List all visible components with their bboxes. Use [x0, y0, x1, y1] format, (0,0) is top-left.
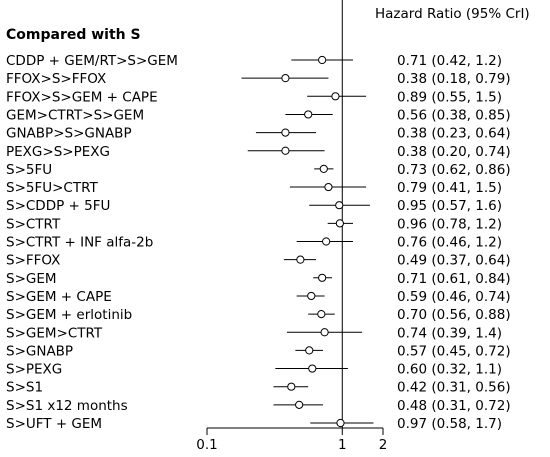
point-estimate-marker	[336, 418, 345, 428]
hr-value-label: 0.57 (0.45, 0.72)	[397, 343, 511, 359]
hr-value-label: 0.71 (0.42, 1.2)	[397, 53, 502, 69]
row-label: GEM>CTRT>S>GEM	[6, 107, 144, 123]
row-label: FFOX>S>GEM + CAPE	[6, 89, 158, 105]
point-estimate-marker	[331, 92, 340, 101]
hr-value-label: 0.60 (0.32, 1.1)	[397, 362, 502, 378]
row-label: GNABP>S>GNABP	[6, 126, 132, 142]
forest-row: S>5FU 0.73 (0.62, 0.86)	[6, 162, 511, 178]
forest-row: S>GEM + CAPE 0.59 (0.46, 0.74)	[6, 289, 511, 305]
forest-row: S>UFT + GEM 0.97 (0.58, 1.7)	[6, 416, 502, 432]
point-estimate-marker	[304, 110, 313, 119]
x-tick-label: 2	[379, 437, 388, 453]
point-estimate-marker	[322, 237, 331, 246]
hr-value-label: 0.59 (0.46, 0.74)	[397, 289, 511, 305]
row-label: S>S1	[6, 380, 43, 396]
point-estimate-marker	[324, 182, 333, 192]
row-label: S>GNABP	[6, 343, 73, 359]
hr-value-label: 0.70 (0.56, 0.88)	[397, 307, 511, 323]
row-label: S>CTRT	[6, 216, 61, 232]
forest-row: S>S1 x12 months 0.48 (0.31, 0.72)	[6, 398, 511, 414]
row-label: CDDP + GEM/RT>S>GEM	[6, 53, 178, 69]
row-label: S>5FU	[6, 162, 52, 178]
row-label: S>5FU>CTRT	[6, 180, 98, 196]
row-label: S>S1 x12 months	[6, 398, 128, 414]
x-axis: 0.1 1 2	[196, 427, 388, 453]
point-estimate-marker	[318, 55, 327, 65]
hr-value-label: 0.73 (0.62, 0.86)	[397, 162, 511, 178]
hr-value-label: 0.38 (0.23, 0.64)	[397, 126, 511, 142]
point-estimate-marker	[305, 346, 314, 355]
hr-value-label: 0.76 (0.46, 1.2)	[397, 235, 502, 251]
x-tick-label: 1	[338, 437, 347, 453]
forest-row: CDDP + GEM/RT>S>GEM 0.71 (0.42, 1.2)	[6, 53, 502, 69]
forest-row: S>GNABP 0.57 (0.45, 0.72)	[6, 343, 511, 359]
point-estimate-marker	[308, 364, 317, 373]
row-label: S>GEM>CTRT	[6, 325, 103, 341]
forest-row: S>GEM + erlotinib 0.70 (0.56, 0.88)	[6, 307, 511, 323]
forest-row: S>CTRT 0.96 (0.78, 1.2)	[6, 216, 502, 232]
forest-row: GEM>CTRT>S>GEM 0.56 (0.38, 0.85)	[6, 107, 511, 123]
forest-row: S>PEXG 0.60 (0.32, 1.1)	[6, 362, 502, 378]
row-label: S>GEM	[6, 271, 57, 287]
point-estimate-marker	[295, 400, 304, 409]
forest-row: S>CDDP + 5FU 0.95 (0.57, 1.6)	[6, 198, 502, 214]
hr-value-label: 0.48 (0.31, 0.72)	[397, 398, 511, 414]
hr-value-label: 0.74 (0.39, 1.4)	[397, 325, 502, 341]
point-estimate-marker	[287, 382, 296, 391]
rows-layer: CDDP + GEM/RT>S>GEM 0.71 (0.42, 1.2) FFOX>…	[6, 53, 511, 432]
hr-value-label: 0.42 (0.31, 0.56)	[397, 380, 511, 396]
point-estimate-marker	[319, 164, 328, 173]
group-label: Compared with S	[6, 27, 141, 43]
forest-row: S>GEM 0.71 (0.61, 0.84)	[6, 271, 511, 287]
forest-row: GNABP>S>GNABP 0.38 (0.23, 0.64)	[6, 126, 511, 142]
hr-value-label: 0.79 (0.41, 1.5)	[397, 180, 502, 196]
point-estimate-marker	[281, 128, 290, 137]
forest-row: S>S1 0.42 (0.31, 0.56)	[6, 380, 511, 396]
hr-value-label: 0.96 (0.78, 1.2)	[397, 216, 502, 232]
point-estimate-marker	[296, 255, 305, 264]
header-hazard-ratio: Hazard Ratio (95% CrI)	[375, 6, 530, 22]
row-label: S>CTRT + INF alfa-2b	[6, 235, 153, 251]
point-estimate-marker	[281, 146, 290, 155]
row-label: PEXG>S>PEXG	[6, 144, 110, 160]
x-tick-label: 0.1	[196, 437, 217, 453]
forest-row: FFOX>S>FFOX 0.38 (0.18, 0.79)	[6, 71, 511, 87]
row-label: S>FFOX	[6, 253, 60, 269]
hr-value-label: 0.95 (0.57, 1.6)	[397, 198, 502, 214]
hr-value-label: 0.56 (0.38, 0.85)	[397, 107, 511, 123]
row-label: S>GEM + CAPE	[6, 289, 112, 305]
point-estimate-marker	[335, 219, 344, 228]
hr-value-label: 0.71 (0.61, 0.84)	[397, 271, 511, 287]
row-label: FFOX>S>FFOX	[6, 71, 106, 87]
row-label: S>UFT + GEM	[6, 416, 102, 432]
hr-value-label: 0.97 (0.58, 1.7)	[397, 416, 502, 432]
forest-row: S>CTRT + INF alfa-2b 0.76 (0.46, 1.2)	[6, 235, 502, 251]
hr-value-label: 0.38 (0.18, 0.79)	[397, 71, 511, 87]
point-estimate-marker	[307, 291, 316, 301]
row-label: S>CDDP + 5FU	[6, 198, 110, 214]
forest-row: S>FFOX 0.49 (0.37, 0.64)	[6, 253, 511, 269]
hr-value-label: 0.38 (0.20, 0.74)	[397, 144, 511, 160]
point-estimate-marker	[317, 310, 326, 319]
hr-value-label: 0.89 (0.55, 1.5)	[397, 89, 502, 105]
row-label: S>GEM + erlotinib	[6, 307, 132, 323]
point-estimate-marker	[318, 273, 327, 282]
forest-row: S>5FU>CTRT 0.79 (0.41, 1.5)	[6, 180, 502, 196]
forest-row: FFOX>S>GEM + CAPE 0.89 (0.55, 1.5)	[6, 89, 502, 105]
point-estimate-marker	[335, 201, 344, 210]
forest-row: PEXG>S>PEXG 0.38 (0.20, 0.74)	[6, 144, 511, 160]
row-label: S>PEXG	[6, 362, 62, 378]
hr-value-label: 0.49 (0.37, 0.64)	[397, 253, 511, 269]
point-estimate-marker	[281, 74, 290, 83]
forest-row: S>GEM>CTRT 0.74 (0.39, 1.4)	[6, 325, 502, 341]
point-estimate-marker	[320, 328, 329, 337]
